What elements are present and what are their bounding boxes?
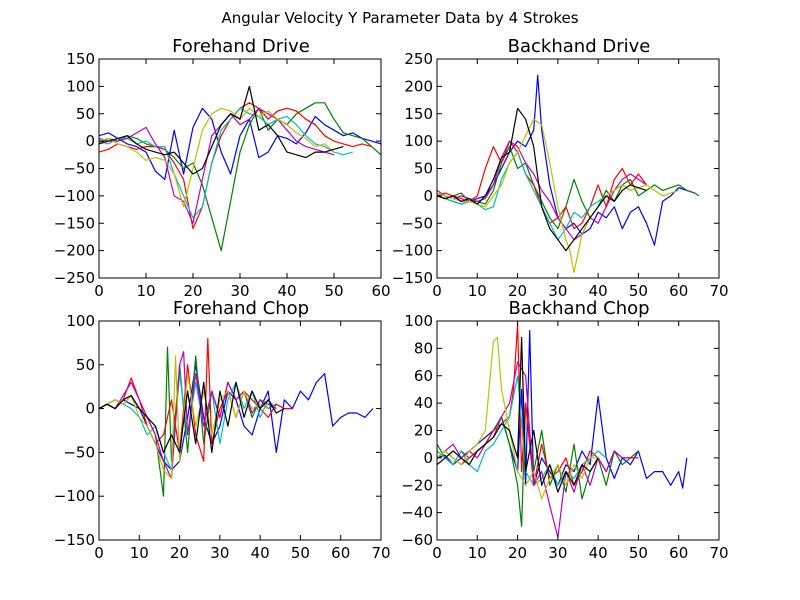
y-tick-label: 250 [404,50,433,68]
series-line-1 [99,107,381,180]
y-tick-label: −150 [392,269,433,287]
y-tick-label: −50 [63,443,95,461]
y-tick-label: −50 [63,160,95,178]
y-tick-label: 0 [85,400,95,418]
series-line-3 [99,337,293,462]
series-group [437,323,688,538]
series-line-5 [437,140,647,241]
x-tick-label: 60 [371,282,390,300]
y-tick-label: 0 [85,132,95,150]
figure-title: Angular Velocity Y Parameter Data by 4 S… [221,9,578,27]
x-tick-label: 40 [277,282,296,300]
x-tick-label: 10 [130,544,149,562]
y-tick-label: 0 [423,187,433,205]
y-tick-label: −20 [401,476,433,494]
x-tick-label: 20 [508,544,527,562]
x-tick-label: 50 [629,544,648,562]
x-tick-label: 70 [709,282,728,300]
series-line-7 [437,336,599,493]
y-tick-label: −250 [54,269,95,287]
x-tick-label: 40 [589,544,608,562]
y-tick-label: −150 [54,214,95,232]
series-line-7 [437,107,647,252]
series-line-6 [437,118,679,274]
series-line-6 [437,336,599,500]
y-tick-label: −100 [54,187,95,205]
y-tick-label: −150 [54,531,95,549]
x-tick-label: 0 [94,544,104,562]
x-tick-label: 10 [468,282,487,300]
y-tick-label: 50 [76,105,95,123]
y-tick-label: 200 [404,77,433,95]
series-line-4 [99,107,353,219]
series-line-7 [99,381,285,453]
x-tick-label: 30 [548,282,567,300]
forehand-chop-subplot: Forehand Chop 0 10 20 30 40 50 60 70 −150 −100 −50… [54,298,391,562]
x-tick-label: 60 [331,544,350,562]
subplot-title: Backhand Chop [508,298,649,319]
series-line-2 [437,146,700,230]
x-tick-label: 20 [170,544,189,562]
series-group [99,337,374,497]
x-tick-label: 60 [669,544,688,562]
series-line-5 [99,107,335,224]
subplot-title: Backhand Drive [508,36,651,57]
series-line-2 [99,102,381,252]
x-tick-label: 60 [669,282,688,300]
x-tick-label: 70 [371,544,390,562]
y-tick-label: 150 [66,50,95,68]
backhand-chop-subplot: Backhand Chop 0 10 20 30 40 50 60 70 −60 −40 −20 0 2… [401,298,728,562]
y-tick-label: −60 [401,531,433,549]
plot-frame [98,320,382,541]
y-tick-label: 0 [423,449,433,467]
x-tick-label: 70 [709,544,728,562]
y-tick-label: 50 [76,356,95,374]
x-tick-label: 0 [432,544,442,562]
series-line-6 [99,355,269,480]
x-tick-label: 20 [508,282,527,300]
subplot-title: Forehand Drive [172,36,310,57]
x-tick-label: 30 [548,544,567,562]
series-line-7 [99,85,344,175]
y-tick-label: 100 [404,312,433,330]
forehand-drive-subplot: Forehand Drive 0 10 20 30 40 50 60 −250 −200 −150… [54,36,391,300]
y-tick-label: 100 [66,312,95,330]
series-line-6 [99,107,335,208]
x-tick-label: 50 [291,544,310,562]
series-group [437,74,700,274]
y-tick-label: 20 [414,422,433,440]
x-tick-label: 20 [183,282,202,300]
x-tick-label: 50 [629,282,648,300]
x-tick-label: 50 [324,282,343,300]
x-tick-label: 30 [230,282,249,300]
y-tick-label: 40 [414,394,433,412]
y-tick-label: −50 [401,214,433,232]
y-tick-label: 100 [66,77,95,95]
x-tick-label: 10 [468,544,487,562]
y-tick-label: −200 [54,242,95,260]
x-tick-label: 0 [432,282,442,300]
x-tick-label: 0 [94,282,104,300]
x-tick-label: 40 [251,544,270,562]
x-tick-label: 10 [136,282,155,300]
y-tick-label: 150 [404,105,433,123]
y-tick-label: 100 [404,132,433,150]
backhand-drive-subplot: Backhand Drive 0 10 20 30 40 50 60 70 −150 −100 −5… [392,36,729,300]
subplot-title: Forehand Chop [173,298,309,319]
y-tick-label: 50 [414,160,433,178]
x-tick-label: 30 [210,544,229,562]
y-tick-label: −40 [401,504,433,522]
y-tick-label: 60 [414,367,433,385]
y-tick-label: −100 [392,242,433,260]
y-tick-label: −100 [54,487,95,505]
y-tick-label: 80 [414,339,433,357]
series-group [99,85,381,252]
x-tick-label: 40 [589,282,608,300]
